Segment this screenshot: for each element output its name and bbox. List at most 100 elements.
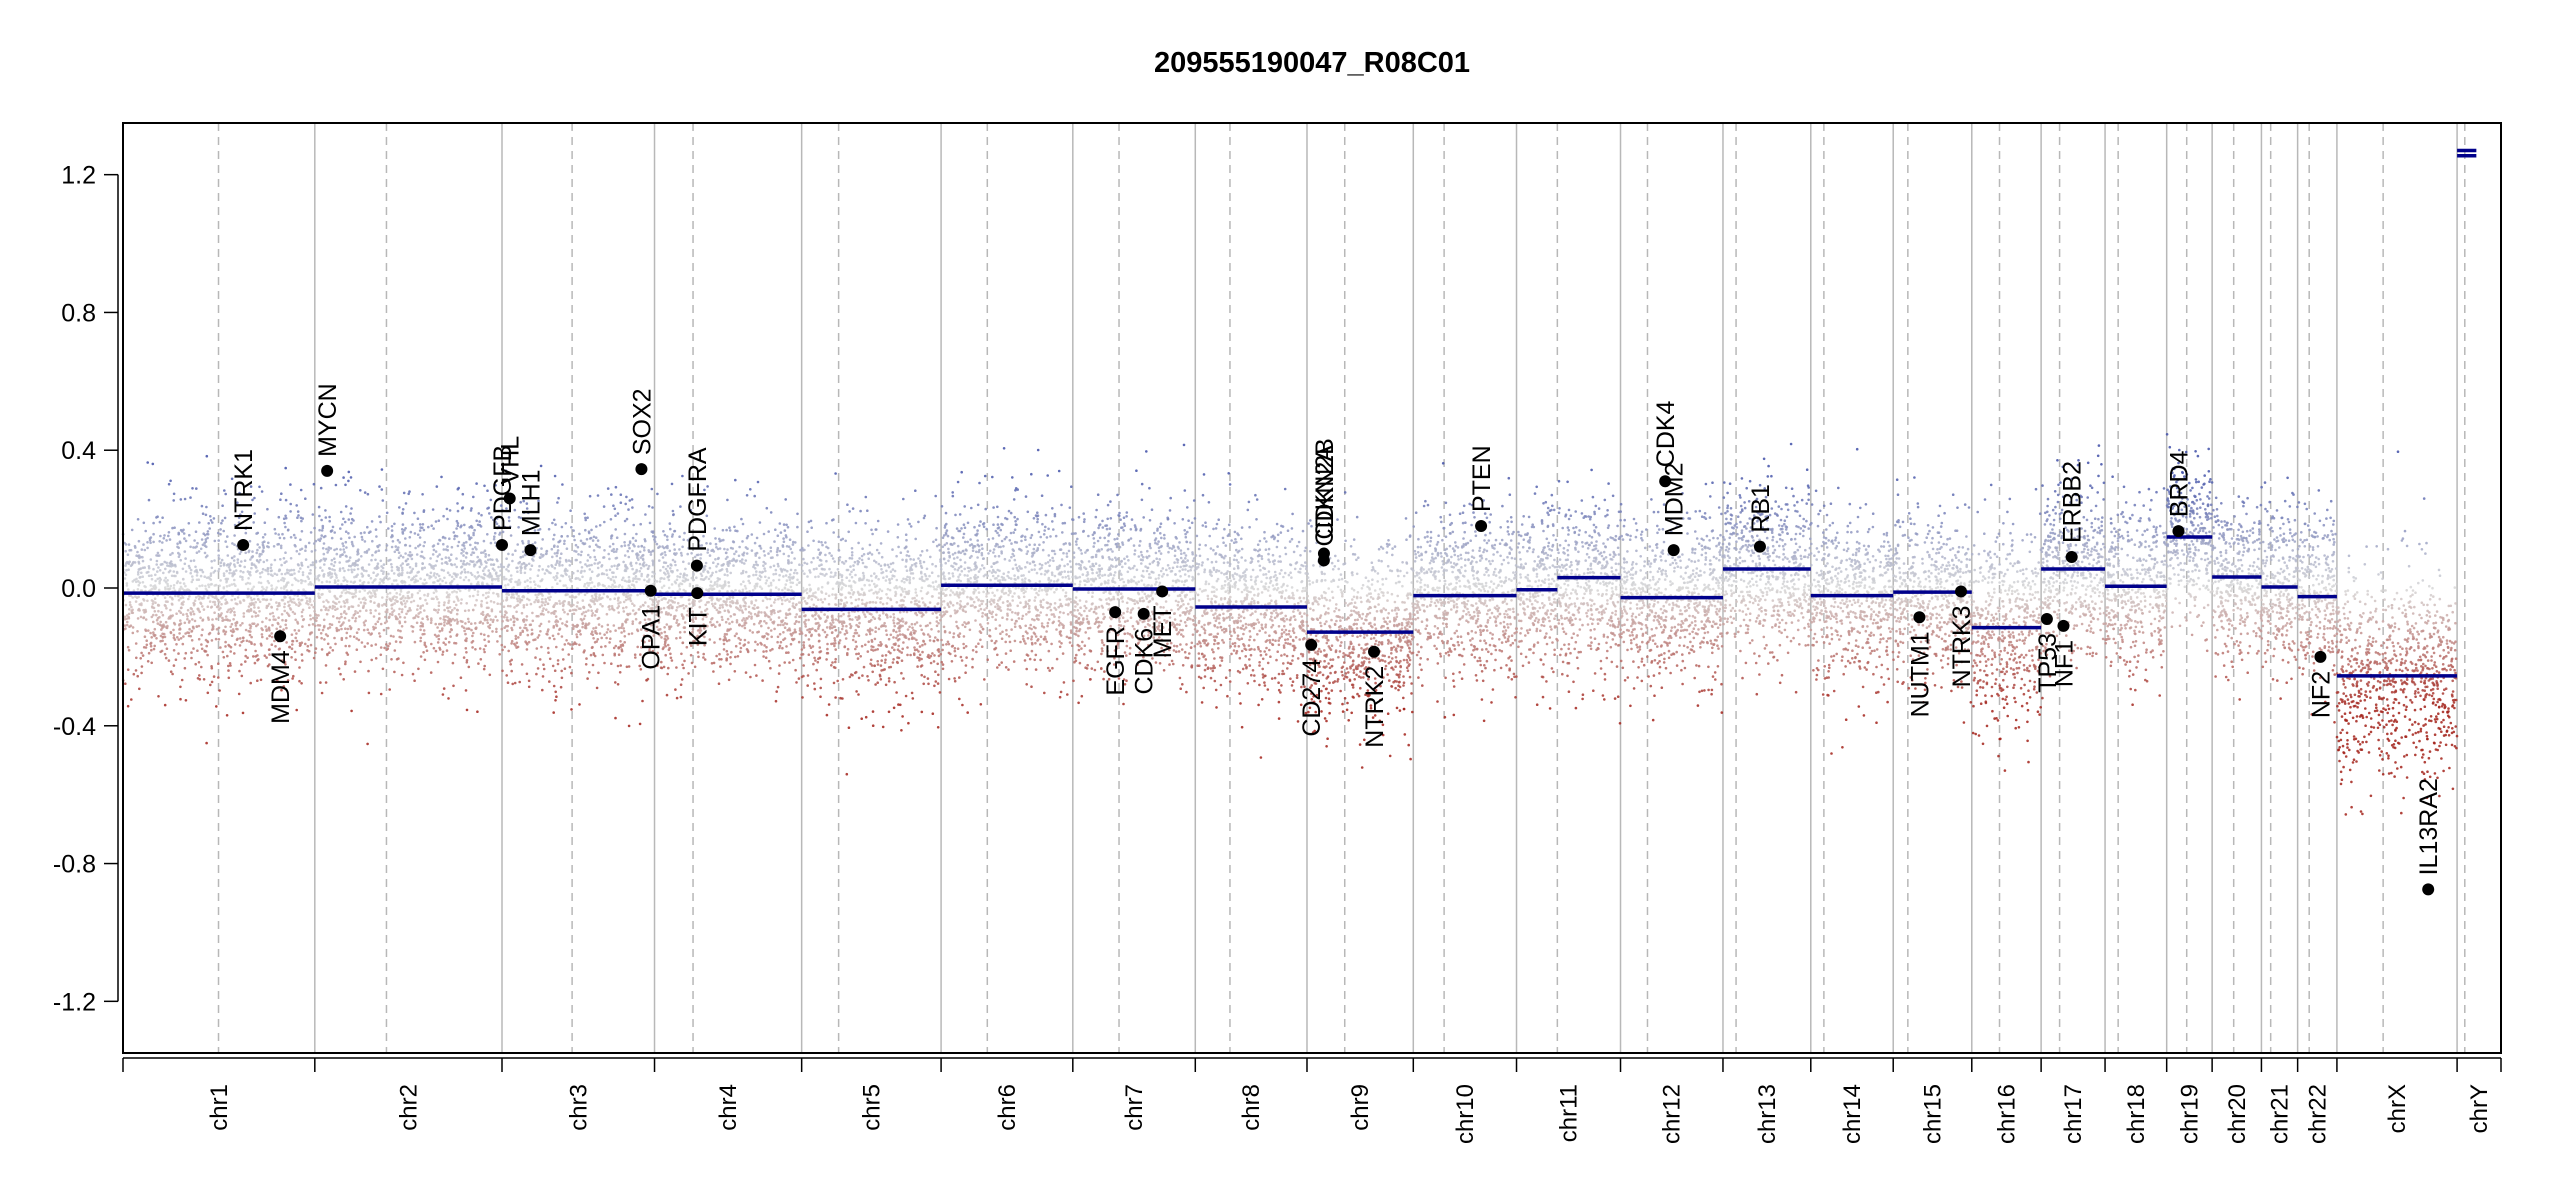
probe-point (763, 620, 766, 623)
probe-point (675, 696, 679, 700)
probe-point (387, 527, 390, 530)
probe-point (242, 612, 246, 615)
probe-point (300, 615, 304, 618)
probe-point (830, 664, 833, 667)
probe-point (480, 513, 483, 517)
probe-point (765, 606, 769, 609)
probe-point (179, 611, 183, 614)
probe-point (218, 689, 221, 692)
probe-point (567, 653, 570, 656)
probe-point (475, 548, 478, 551)
probe-point (270, 632, 274, 635)
probe-point (693, 555, 697, 559)
probe-point (369, 611, 373, 615)
probe-point (241, 622, 244, 625)
probe-point (293, 612, 297, 615)
probe-point (558, 539, 562, 543)
probe-point (173, 563, 177, 567)
probe-point (374, 643, 378, 646)
probe-point (750, 600, 753, 603)
probe-point (558, 602, 562, 605)
probe-point (556, 549, 560, 552)
probe-point (794, 615, 797, 619)
probe-point (729, 662, 732, 666)
probe-point (423, 641, 427, 645)
probe-point (557, 632, 560, 636)
probe-point (154, 601, 157, 604)
probe-point (454, 534, 457, 538)
probe-point (554, 578, 557, 582)
probe-point (507, 569, 510, 573)
probe-point (572, 627, 575, 631)
probe-point (400, 528, 404, 531)
probe-point (253, 661, 257, 665)
probe-point (631, 567, 634, 571)
probe-point (625, 618, 628, 621)
probe-point (468, 526, 472, 529)
probe-point (797, 677, 801, 680)
probe-point (269, 598, 273, 601)
probe-point (641, 558, 645, 562)
probe-point (256, 597, 260, 601)
probe-point (503, 615, 506, 619)
probe-point (721, 528, 725, 532)
probe-point (592, 637, 595, 640)
probe-point (456, 544, 460, 548)
probe-point (743, 638, 747, 642)
probe-point (587, 531, 591, 535)
probe-point (169, 630, 173, 634)
probe-point (158, 540, 161, 543)
probe-point (744, 559, 748, 562)
probe-point (617, 653, 621, 656)
probe-point (639, 566, 643, 570)
probe-point (438, 648, 442, 651)
probe-point (353, 568, 356, 572)
probe-point (529, 568, 532, 571)
probe-point (461, 506, 465, 509)
probe-point (495, 522, 499, 526)
probe-point (629, 594, 633, 597)
probe-point (596, 545, 599, 548)
probe-point (788, 600, 791, 603)
probe-point (419, 639, 422, 643)
probe-point (784, 534, 788, 537)
probe-point (306, 565, 310, 569)
probe-point (605, 631, 609, 634)
probe-point (375, 535, 378, 538)
probe-point (756, 643, 759, 646)
probe-point (618, 671, 622, 674)
probe-point (340, 636, 344, 640)
probe-point (787, 588, 791, 592)
probe-point (141, 555, 144, 559)
probe-point (244, 654, 247, 658)
probe-point (758, 620, 762, 623)
probe-point (289, 510, 292, 513)
probe-point (240, 674, 244, 678)
probe-point (538, 658, 542, 661)
probe-point (641, 699, 644, 703)
probe-point (137, 539, 141, 543)
probe-point (506, 583, 510, 586)
probe-point (236, 561, 240, 564)
probe-point (205, 545, 208, 549)
probe-point (437, 601, 441, 604)
probe-point (358, 590, 362, 593)
probe-point (527, 679, 531, 683)
probe-point (280, 563, 283, 567)
probe-point (718, 589, 721, 593)
probe-point (448, 606, 452, 609)
probe-point (215, 617, 218, 621)
probe-point (283, 660, 287, 664)
probe-point (138, 581, 142, 585)
probe-point (444, 615, 448, 618)
probe-point (335, 552, 339, 556)
probe-point (464, 632, 467, 636)
probe-point (523, 580, 527, 583)
probe-point (464, 689, 468, 692)
probe-point (710, 573, 714, 577)
probe-point (480, 612, 483, 615)
probe-point (218, 584, 221, 587)
probe-point (474, 603, 477, 607)
probe-point (753, 649, 757, 652)
probe-point (605, 569, 608, 572)
